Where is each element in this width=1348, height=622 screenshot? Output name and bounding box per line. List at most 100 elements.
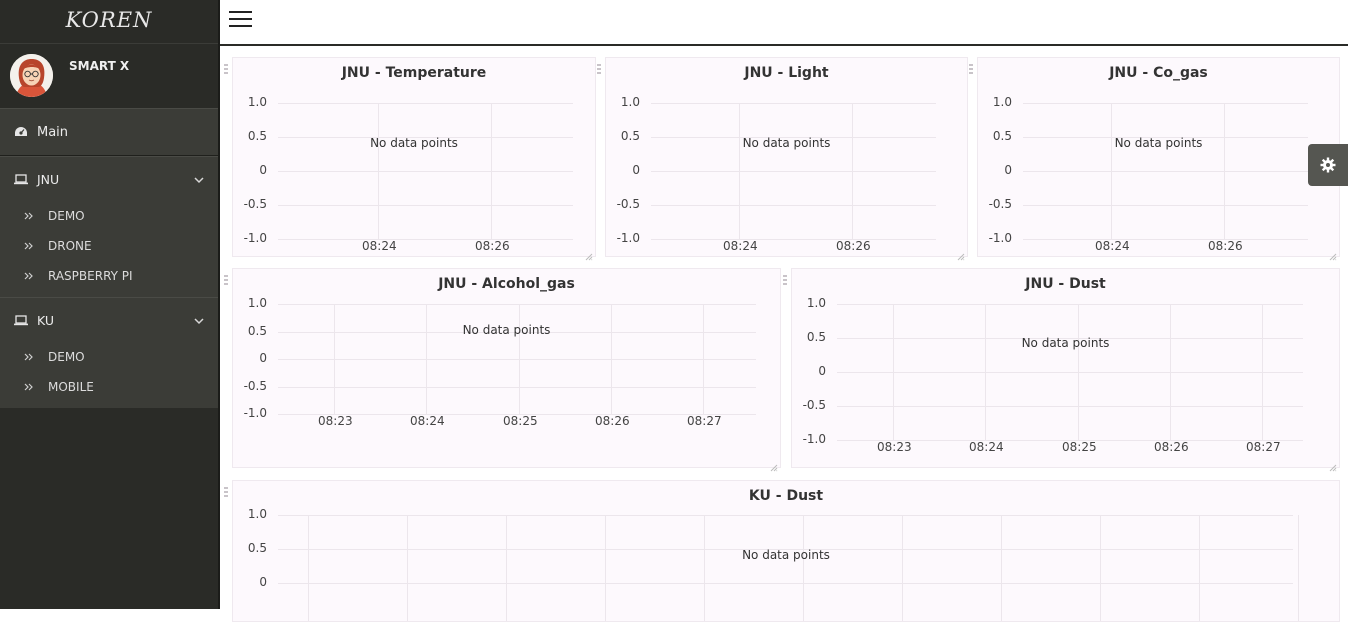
sidebar-item-label: DEMO bbox=[48, 350, 85, 364]
settings-button[interactable] bbox=[1308, 144, 1348, 186]
gridline bbox=[893, 304, 894, 440]
gridline bbox=[739, 103, 740, 239]
y-tick-label: 0 bbox=[259, 351, 267, 365]
chevron-down-icon[interactable] bbox=[194, 172, 204, 184]
sidebar-section-label: JNU bbox=[37, 171, 60, 187]
gridline bbox=[278, 205, 573, 206]
gridline bbox=[278, 331, 756, 333]
gridline bbox=[1199, 515, 1200, 621]
y-tick-label: 0.5 bbox=[247, 541, 267, 555]
chart-panel-jnu-dust[interactable]: JNU - Dust 1.0 0.5 0 -0.5 -1.0 08:23 08:24 08:25… bbox=[783, 268, 1340, 472]
dashboard-content: JNU - Temperature 1.0 0.5 0 -0.5 -1.0 08:24 08:… bbox=[220, 46, 1348, 622]
chevron-down-icon[interactable] bbox=[194, 313, 204, 325]
chart-title: JNU - Dust bbox=[1025, 276, 1106, 292]
gridline bbox=[278, 549, 1293, 550]
y-tick-label: 1.0 bbox=[247, 507, 267, 521]
gear-icon bbox=[1320, 157, 1336, 173]
gridline bbox=[426, 304, 427, 414]
sidebar-item-label: Main bbox=[37, 124, 69, 140]
chart-title: JNU - Temperature bbox=[341, 65, 487, 81]
gridline bbox=[985, 304, 986, 440]
gridline bbox=[334, 304, 335, 414]
y-tick-label: 1.0 bbox=[247, 95, 267, 109]
drag-handle[interactable] bbox=[597, 64, 601, 78]
chart-panel-ku-dust[interactable]: KU - Dust 1.0 0.5 0 No data points bbox=[224, 480, 1340, 622]
gridline bbox=[1170, 304, 1171, 440]
no-data-message: No data points bbox=[742, 548, 830, 562]
drag-handle[interactable] bbox=[969, 64, 973, 78]
gridline bbox=[278, 359, 756, 360]
resize-handle[interactable] bbox=[585, 246, 593, 261]
drag-handle[interactable] bbox=[224, 64, 228, 78]
sidebar-menu: Main JNU DEMO DRONE RASPBERRY PI bbox=[0, 108, 218, 408]
gridline bbox=[605, 515, 606, 621]
no-data-message: No data points bbox=[370, 136, 458, 150]
avatar-image bbox=[10, 54, 53, 97]
chart-panel-jnu-alcohol-gas[interactable]: JNU - Alcohol_gas 1.0 0.5 0 -0.5 -1.0 08:23 08:… bbox=[224, 268, 781, 472]
gridline bbox=[278, 583, 1293, 584]
chart-panel-jnu-light[interactable]: JNU - Light 1.0 0.5 0 -0.5 -1.0 08:24 08:26 No d… bbox=[597, 57, 968, 261]
y-tick-label: -0.5 bbox=[243, 197, 267, 211]
drag-handle[interactable] bbox=[783, 275, 787, 289]
gridline bbox=[378, 103, 379, 239]
double-chevron-right-icon bbox=[24, 242, 34, 250]
gridline bbox=[1111, 103, 1112, 239]
gridline bbox=[278, 103, 573, 104]
x-tick-label: 08:27 bbox=[1246, 440, 1281, 454]
y-tick-label: 0 bbox=[259, 163, 267, 177]
resize-handle[interactable] bbox=[770, 457, 778, 472]
hamburger-icon[interactable] bbox=[229, 11, 252, 28]
drag-handle[interactable] bbox=[224, 487, 228, 501]
sidebar-item-label: DEMO bbox=[48, 209, 85, 223]
gridline bbox=[651, 205, 936, 206]
x-tick-label: 08:25 bbox=[503, 414, 538, 428]
y-tick-label: -1.0 bbox=[243, 406, 267, 420]
double-chevron-right-icon bbox=[24, 272, 34, 280]
sidebar-item-ku-demo[interactable]: DEMO bbox=[0, 342, 218, 372]
no-data-message: No data points bbox=[742, 136, 831, 150]
x-tick-label: 08:25 bbox=[1062, 440, 1097, 454]
double-chevron-right-icon bbox=[24, 383, 34, 391]
sidebar-section-jnu[interactable]: JNU bbox=[0, 156, 218, 201]
chart-title: JNU - Light bbox=[744, 65, 829, 81]
chart-panel-jnu-co-gas[interactable]: JNU - Co_gas 1.0 0.5 0 -0.5 -1.0 08:24 08:26 No … bbox=[969, 57, 1340, 261]
chart-panel-jnu-temperature[interactable]: JNU - Temperature 1.0 0.5 0 -0.5 -1.0 08:24 08:… bbox=[224, 57, 596, 261]
y-tick-label: -1.0 bbox=[988, 231, 1012, 245]
gridline bbox=[703, 304, 704, 414]
sidebar-item-main[interactable]: Main bbox=[0, 108, 218, 156]
y-tick-label: 0.5 bbox=[620, 129, 640, 143]
y-tick-label: -0.5 bbox=[616, 197, 640, 211]
sidebar-item-jnu-raspberry-pi[interactable]: RASPBERRY PI bbox=[0, 261, 218, 291]
dashboard-icon bbox=[14, 125, 28, 139]
laptop-icon bbox=[14, 172, 28, 186]
gridline bbox=[651, 239, 936, 240]
sidebar-item-ku-mobile[interactable]: MOBILE bbox=[0, 372, 218, 402]
y-tick-label: 0 bbox=[1004, 163, 1012, 177]
gridline bbox=[308, 515, 309, 621]
gridline bbox=[1100, 515, 1101, 621]
gridline bbox=[651, 137, 936, 138]
resize-handle[interactable] bbox=[1329, 246, 1337, 261]
sidebar-item-label: RASPBERRY PI bbox=[48, 269, 133, 283]
x-tick-label: 08:26 bbox=[595, 414, 630, 428]
sidebar-item-jnu-drone[interactable]: DRONE bbox=[0, 231, 218, 261]
x-tick-label: 08:24 bbox=[410, 414, 445, 428]
brand-logo[interactable]: KOREN bbox=[0, 0, 218, 44]
x-tick-label: 08:23 bbox=[877, 440, 912, 454]
gridline bbox=[1023, 239, 1308, 240]
gridline bbox=[1078, 304, 1079, 440]
chart-title: JNU - Alcohol_gas bbox=[438, 276, 575, 292]
drag-handle[interactable] bbox=[224, 275, 228, 289]
avatar[interactable] bbox=[10, 54, 53, 97]
sidebar-item-jnu-demo[interactable]: DEMO bbox=[0, 201, 218, 231]
resize-handle[interactable] bbox=[957, 246, 965, 261]
gridline bbox=[1023, 103, 1308, 104]
gridline bbox=[278, 515, 1293, 516]
x-tick-label: 08:24 bbox=[1095, 239, 1130, 253]
y-tick-label: 1.0 bbox=[806, 296, 826, 310]
sidebar-section-ku[interactable]: KU bbox=[0, 297, 218, 342]
resize-handle[interactable] bbox=[1329, 457, 1337, 472]
sidebar-item-label: MOBILE bbox=[48, 380, 94, 394]
y-tick-label: 1.0 bbox=[247, 296, 267, 310]
y-tick-label: 0 bbox=[259, 575, 267, 589]
